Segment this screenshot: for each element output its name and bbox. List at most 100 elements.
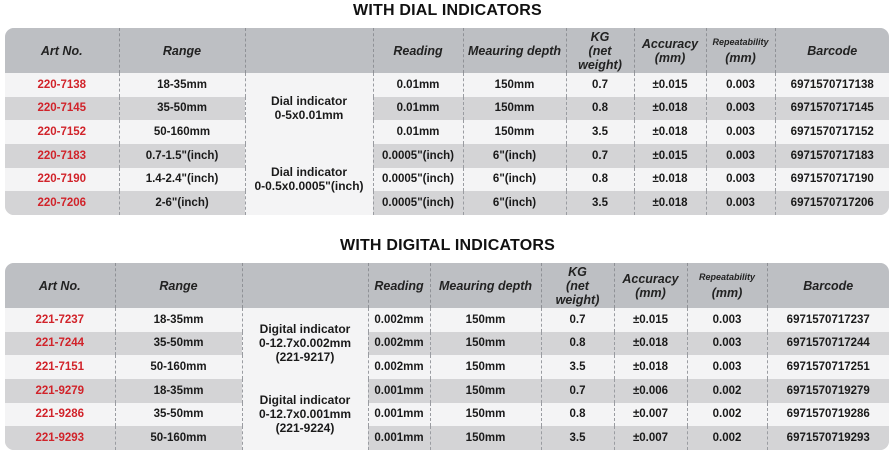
barcode-cell: 6971570717190 xyxy=(775,167,889,192)
indicator-spec: 0-12.7x0.002mm xyxy=(258,336,352,351)
dial-indicator-table: Art No. Range Reading Meauring depth KG(… xyxy=(5,28,889,215)
col-header-indicator xyxy=(245,28,374,73)
art-number: 220-7206 xyxy=(5,191,120,215)
accuracy-label: Accuracy xyxy=(622,271,679,286)
digital-table-container: Art No. Range Reading Meauring depth KG(… xyxy=(5,263,889,450)
col-header-reading: Reading xyxy=(368,263,431,308)
col-header-depth: Meauring depth xyxy=(430,263,542,308)
barcode-cell: 6971570719293 xyxy=(767,426,889,450)
depth-cell: 150mm xyxy=(430,308,542,332)
art-number: 221-7151 xyxy=(5,355,116,379)
range-cell: 35-50mm xyxy=(115,331,243,356)
barcode-cell: 6971570717244 xyxy=(767,331,889,356)
col-header-reading: Reading xyxy=(373,28,464,73)
reading-cell: 0.01mm xyxy=(373,73,464,97)
col-header-repeatability: Repeatability (mm) xyxy=(687,263,768,308)
depth-cell: 6"(inch) xyxy=(463,191,567,215)
accuracy-cell: ±0.018 xyxy=(614,355,688,379)
indicator-group-cell: Dial indicator 0-0.5x0.0005"(inch) xyxy=(245,143,374,215)
reading-cell: 0.0005"(inch) xyxy=(373,191,464,215)
accuracy-cell: ±0.015 xyxy=(634,143,707,168)
range-cell: 18-35mm xyxy=(119,73,246,97)
repeatability-cell: 0.003 xyxy=(687,355,768,379)
repeatability-label: Repeatability xyxy=(698,272,756,282)
art-number: 220-7145 xyxy=(5,96,120,121)
indicator-spec: 0-5x0.01mm xyxy=(274,108,344,123)
table-row: 220-7152 50-160mm 0.01mm 150mm 3.5 ±0.01… xyxy=(5,120,889,144)
weight-cell: 3.5 xyxy=(566,191,635,215)
reading-cell: 0.002mm xyxy=(368,331,431,356)
depth-cell: 150mm xyxy=(463,73,567,97)
indicator-type: Dial indicator xyxy=(270,94,347,109)
accuracy-cell: ±0.018 xyxy=(634,191,707,215)
barcode-cell: 6971570717251 xyxy=(767,355,889,379)
repeatability-label: Repeatability xyxy=(712,37,769,47)
reading-cell: 0.01mm xyxy=(373,120,464,144)
range-cell: 50-160mm xyxy=(119,120,246,144)
depth-cell: 6"(inch) xyxy=(463,143,567,168)
reading-cell: 0.001mm xyxy=(368,378,431,403)
repeatability-cell: 0.003 xyxy=(687,308,768,332)
indicator-spec: 0-0.5x0.0005"(inch) xyxy=(254,179,364,194)
art-number: 220-7183 xyxy=(5,143,120,168)
indicator-type: Digital indicator xyxy=(259,393,351,408)
table-row: 221-7151 50-160mm 0.002mm 150mm 3.5 ±0.0… xyxy=(5,355,889,379)
barcode-cell: 6971570719286 xyxy=(767,402,889,427)
weight-cell: 0.8 xyxy=(566,96,635,121)
col-header-repeatability: Repeatability (mm) xyxy=(706,28,776,73)
art-number: 220-7138 xyxy=(5,73,120,97)
col-header-accuracy: Accuracy (mm) xyxy=(614,263,688,308)
col-header-kg: KG (net weight) xyxy=(566,28,635,73)
table-row: 221-9293 50-160mm 0.001mm 150mm 3.5 ±0.0… xyxy=(5,426,889,450)
table-row: 220-7190 1.4-2.4"(inch) 0.0005"(inch) 6"… xyxy=(5,167,889,192)
repeatability-cell: 0.003 xyxy=(706,143,776,168)
repeatability-cell: 0.002 xyxy=(687,378,768,403)
indicator-group-cell: Dial indicator 0-5x0.01mm xyxy=(245,73,374,144)
art-number: 221-9286 xyxy=(5,402,116,427)
repeatability-cell: 0.003 xyxy=(706,96,776,121)
range-cell: 0.7-1.5"(inch) xyxy=(119,143,246,168)
weight-cell: 3.5 xyxy=(541,426,615,450)
col-header-depth: Meauring depth xyxy=(463,28,567,73)
reading-cell: 0.01mm xyxy=(373,96,464,121)
kg-label: KG xyxy=(590,29,610,44)
repeatability-cell: 0.003 xyxy=(687,331,768,356)
dial-section-title: WITH DIAL INDICATORS xyxy=(353,2,542,19)
col-header-range: Range xyxy=(115,263,243,308)
net-weight-label: (net weight) xyxy=(555,278,600,307)
digital-indicator-table: Art No. Range Reading Meauring depth KG(… xyxy=(5,263,889,450)
table-row: 220-7145 35-50mm 0.01mm 150mm 0.8 ±0.018… xyxy=(5,96,889,121)
repeatability-cell: 0.002 xyxy=(687,402,768,427)
weight-cell: 0.8 xyxy=(541,331,615,356)
range-cell: 50-160mm xyxy=(115,426,243,450)
table-row: 221-7237 18-35mm Digital indicator 0-12.7… xyxy=(5,308,889,379)
accuracy-cell: ±0.015 xyxy=(634,73,707,97)
indicator-part-number: (221-9224) xyxy=(275,421,335,436)
range-cell: 50-160mm xyxy=(115,355,243,379)
col-header-kg: KG (net weight) xyxy=(541,263,615,308)
table-row: 221-9279 18-35mm Digital indicator 0-12.7… xyxy=(5,378,889,450)
repeatability-cell: 0.003 xyxy=(706,120,776,144)
depth-cell: 150mm xyxy=(430,355,542,379)
art-number: 221-9279 xyxy=(5,378,116,403)
table-row: 221-9286 35-50mm 0.001mm 150mm 0.8 ±0.00… xyxy=(5,402,889,427)
barcode-cell: 6971570719279 xyxy=(767,378,889,403)
repeatability-unit: (mm) xyxy=(725,51,756,65)
depth-cell: 150mm xyxy=(430,378,542,403)
accuracy-cell: ±0.018 xyxy=(634,120,707,144)
accuracy-cell: ±0.018 xyxy=(634,96,707,121)
range-cell: 18-35mm xyxy=(115,308,243,332)
reading-cell: 0.001mm xyxy=(368,402,431,427)
barcode-cell: 6971570717145 xyxy=(775,96,889,121)
weight-cell: 0.8 xyxy=(541,402,615,427)
reading-cell: 0.002mm xyxy=(368,308,431,332)
indicator-spec: 0-12.7x0.001mm xyxy=(258,407,352,422)
weight-cell: 0.7 xyxy=(541,308,615,332)
accuracy-cell: ±0.015 xyxy=(614,308,688,332)
range-cell: 35-50mm xyxy=(119,96,246,121)
dial-header-row: Art No. Range Reading Meauring depth KG(… xyxy=(5,28,889,73)
accuracy-cell: ±0.018 xyxy=(614,331,688,356)
barcode-cell: 6971570717152 xyxy=(775,120,889,144)
accuracy-cell: ±0.006 xyxy=(614,378,688,403)
digital-header-row: Art No. Range Reading Meauring depth KG(… xyxy=(5,263,889,308)
